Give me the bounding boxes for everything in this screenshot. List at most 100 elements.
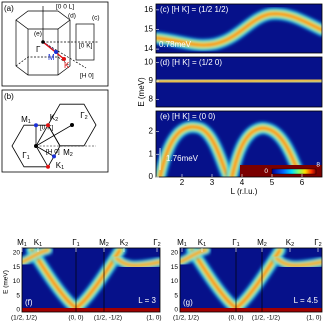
label-subscript: 1 [28,119,31,125]
point-label: Γ [36,45,41,54]
gamma-k-path [42,41,65,60]
panel-title: (d) [H K] = (1/2 0) [160,58,222,67]
point-label: K2 [286,238,294,248]
label-subscript: 2 [125,242,128,248]
label-letter: M [21,115,28,124]
x-tick-label: 3 [210,178,215,187]
annotation: 1.76meV [166,154,199,163]
cut-label: (c) [92,15,100,22]
y-tick-label: 0 [16,307,20,314]
y-tick-label: 2 [149,127,154,136]
point-label: M2 [63,148,73,158]
y-tick-label: 20 [171,250,179,257]
label-letter: M [99,238,106,247]
gamma-point [41,40,45,44]
x-tick-label: (1/2, -1/2) [252,315,280,322]
colorbar [271,168,317,175]
label-letter: M [63,148,70,157]
point-label: Γ1 [72,238,79,248]
x-tick-label: 5 [270,178,275,187]
point-label: Γ2 [153,238,160,248]
point-label: K [64,61,70,70]
annotation: L = 3 [138,296,156,305]
y-axis-label: E (meV) [3,270,10,294]
panel-frame [1,89,109,173]
panel-title: (c) [H K] = (1/2 1/2) [160,5,229,14]
axis-label: [H 0] [46,149,60,156]
intensity-stroke [159,125,229,177]
label-subscript: 1 [184,242,187,248]
intensity-stroke [275,257,322,267]
elastic-line [22,308,160,312]
point-label: K1 [34,238,42,248]
intensity-band [156,120,234,177]
panel-label: (b) [4,92,14,101]
label-letter: K [286,238,292,247]
label-letter: Γ [314,238,319,247]
label-letter: K [50,113,56,122]
intensity-stroke [231,126,301,177]
x-tick-label: (0, 0) [228,315,243,322]
label-letter: Γ [153,238,158,247]
annotation: L = 4.5 [294,296,319,305]
label-subscript: 1 [39,242,42,248]
label-letter: M [257,238,264,247]
label-subscript: 2 [264,242,267,248]
panel-label: (a) [4,4,14,13]
x-tick-label: (1, 0) [306,315,321,322]
point-label: M2 [257,238,267,248]
x-tick-label: (1/2, 1/2) [11,315,37,322]
intensity-stroke [180,249,207,263]
x-tick-label: (1, 0) [146,315,161,322]
path-line [35,124,73,147]
point-label: K2 [120,238,128,248]
panel-frame [21,247,161,313]
cut-label: (e) [34,31,42,38]
x-tick-label: (1/2, 1/2) [173,315,199,322]
bz-point [46,164,50,169]
x-tick-label: 6 [300,178,305,187]
axis-label: [0 0 L] [56,4,74,11]
intensity-band [226,121,306,177]
y-tick-label: 0 [174,307,178,314]
bz-point [46,123,50,128]
panel-a: (a) [0 0 L] (d) (e) (c) Γ M K [0 K] [H 0… [1,1,109,87]
label-subscript: 1 [61,165,64,171]
path-line [35,125,49,147]
cut-label: (d) [68,13,76,20]
point-label: K1 [56,161,64,171]
label-subscript: 2 [319,242,322,248]
label-letter: M [17,238,24,247]
point-label: M1 [21,115,31,125]
label-letter: K [198,238,204,247]
colorbar-label: 8 [316,162,320,169]
label-subscript: 2 [291,242,294,248]
point-label: Γ1 [22,151,29,161]
point-label: M2 [99,238,109,248]
y-tick-label: 10 [171,278,179,285]
x-axis-label: L (r.l.u.) [231,187,258,196]
panel-title: (e) [H K] = (0 0) [160,112,216,121]
intensity-band [156,7,322,52]
point-label: Γ2 [314,238,321,248]
colorbar-label: 0 [264,168,268,175]
y-tick-label: 16 [144,5,153,14]
label-subscript: 2 [55,117,58,123]
intensity-band [22,248,53,267]
panel-frame [1,1,109,87]
label-subscript: 1 [203,242,206,248]
y-tick-label: 15 [13,264,21,271]
panel-label: (f) [25,298,33,307]
y-tick-label: 0 [149,172,154,181]
x-tick-label: (0, 0) [68,315,83,322]
point-label: K1 [198,238,206,248]
label-letter: Γ [22,151,27,160]
intensity-band [156,75,322,87]
panel-label: (g) [183,298,193,307]
label-subscript: 2 [70,152,73,158]
label-letter: K [34,238,40,247]
y-tick-label: 8 [149,95,154,104]
label-subscript: 1 [77,242,80,248]
